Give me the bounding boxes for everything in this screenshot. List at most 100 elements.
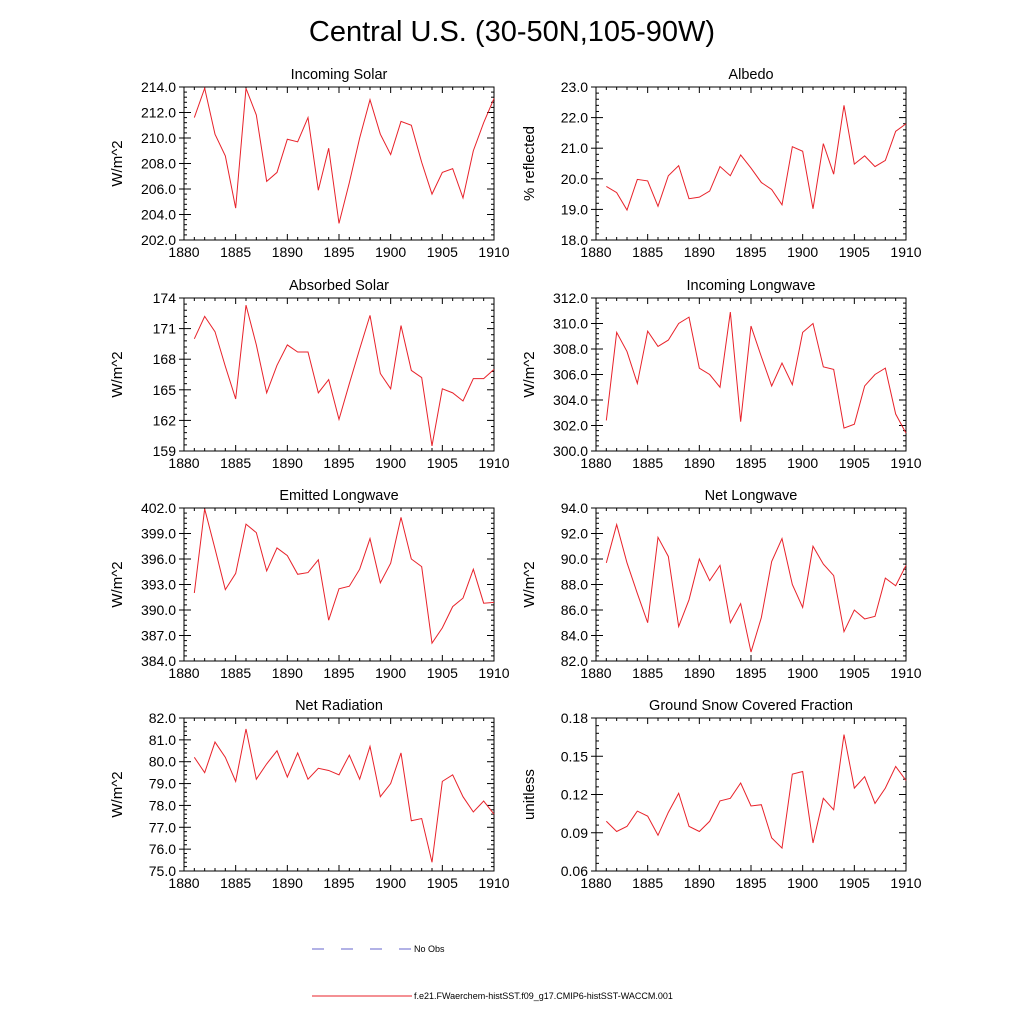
panel-4: Incoming Longwave W/m^2 1880 1885 1890 1895 19… xyxy=(521,278,922,471)
x-tick-label: 1890 xyxy=(684,455,715,471)
panel-title: Incoming Solar xyxy=(291,67,388,83)
x-tick-label: 1885 xyxy=(220,665,251,681)
chart-panels: Incoming Solar W/m^2 1880 1885 1890 1895 1900 1… xyxy=(109,67,922,891)
x-tick-label: 1895 xyxy=(735,875,766,891)
y-tick-label: 23.0 xyxy=(561,79,588,95)
y-tick-label: 162 xyxy=(153,412,177,428)
x-tick-label: 1885 xyxy=(632,244,663,260)
x-tick-label: 1880 xyxy=(168,665,199,681)
y-tick-label: 90.0 xyxy=(561,551,588,567)
y-tick-label: 84.0 xyxy=(561,628,588,644)
series-line xyxy=(605,522,907,653)
y-tick-label: 396.0 xyxy=(141,551,176,567)
x-tick-label: 1895 xyxy=(323,875,354,891)
plot-frame xyxy=(595,297,907,452)
panel-7: Net Radiation W/m^2 1880 1885 1890 1895 1900 19… xyxy=(109,698,510,891)
x-tick-label: 1895 xyxy=(323,244,354,260)
panel-title: Ground Snow Covered Fraction xyxy=(649,698,853,714)
x-tick-label: 1885 xyxy=(220,875,251,891)
y-tick-label: 204.0 xyxy=(141,207,176,223)
x-tick-label: 1910 xyxy=(890,244,921,260)
y-tick-label: 92.0 xyxy=(561,526,588,542)
panel-5: Emitted Longwave W/m^2 1880 1885 1890 1895 190… xyxy=(109,488,510,681)
x-tick-label: 1890 xyxy=(272,665,303,681)
y-tick-label: 212.0 xyxy=(141,105,176,121)
x-tick-label: 1900 xyxy=(787,244,818,260)
panel-8: Ground Snow Covered Fraction unitless 1880… xyxy=(521,698,922,891)
y-axis-label: W/m^2 xyxy=(109,561,126,607)
y-tick-label: 399.0 xyxy=(141,526,176,542)
y-tick-label: 312.0 xyxy=(553,290,588,306)
plot-frame xyxy=(595,507,907,662)
x-tick-label: 1890 xyxy=(272,455,303,471)
y-tick-label: 300.0 xyxy=(553,443,588,459)
y-tick-label: 82.0 xyxy=(149,710,176,726)
legend-label: f.e21.FWaerchem-histSST.f09_g17.CMIP6-hi… xyxy=(414,991,673,1001)
legend: No Obs f.e21.FWaerchem-histSST.f09_g17.CM… xyxy=(312,944,673,1001)
plot-frame xyxy=(183,297,495,452)
y-tick-label: 80.0 xyxy=(149,754,176,770)
y-tick-label: 393.0 xyxy=(141,577,176,593)
y-tick-label: 0.09 xyxy=(561,825,588,841)
y-tick-label: 174 xyxy=(153,290,177,306)
panel-2: Albedo % reflected 1880 1885 1890 1895 1900 190… xyxy=(521,67,922,260)
x-tick-label: 1895 xyxy=(735,455,766,471)
x-tick-label: 1910 xyxy=(890,875,921,891)
x-tick-label: 1905 xyxy=(427,244,458,260)
y-tick-label: 210.0 xyxy=(141,130,176,146)
x-tick-label: 1900 xyxy=(787,875,818,891)
y-tick-label: 76.0 xyxy=(149,841,176,857)
series-line xyxy=(193,508,495,645)
x-tick-label: 1890 xyxy=(684,875,715,891)
x-tick-label: 1910 xyxy=(478,665,509,681)
x-tick-label: 1910 xyxy=(890,455,921,471)
y-tick-label: 402.0 xyxy=(141,500,176,516)
y-axis-label: W/m^2 xyxy=(521,561,538,607)
y-tick-label: 390.0 xyxy=(141,602,176,618)
series-line xyxy=(193,728,495,863)
x-tick-label: 1905 xyxy=(839,665,870,681)
x-tick-label: 1900 xyxy=(375,875,406,891)
x-tick-label: 1890 xyxy=(684,244,715,260)
x-tick-label: 1905 xyxy=(427,875,458,891)
y-tick-label: 168 xyxy=(153,351,177,367)
x-tick-label: 1880 xyxy=(168,455,199,471)
y-tick-label: 75.0 xyxy=(149,863,176,879)
y-tick-label: 310.0 xyxy=(553,316,588,332)
y-tick-label: 20.0 xyxy=(561,171,588,187)
panel-1: Incoming Solar W/m^2 1880 1885 1890 1895 1900 1… xyxy=(109,67,510,260)
x-tick-label: 1890 xyxy=(272,875,303,891)
x-tick-label: 1895 xyxy=(323,665,354,681)
y-axis-label: W/m^2 xyxy=(109,351,126,397)
y-tick-label: 302.0 xyxy=(553,418,588,434)
x-tick-label: 1900 xyxy=(787,455,818,471)
y-tick-label: 306.0 xyxy=(553,367,588,383)
x-tick-label: 1895 xyxy=(323,455,354,471)
plot-frame xyxy=(183,86,495,241)
y-tick-label: 86.0 xyxy=(561,602,588,618)
y-tick-label: 165 xyxy=(153,382,177,398)
y-tick-label: 384.0 xyxy=(141,653,176,669)
y-axis-label: W/m^2 xyxy=(521,351,538,397)
panel-title: Incoming Longwave xyxy=(687,278,816,294)
plot-frame xyxy=(595,717,907,872)
x-tick-label: 1910 xyxy=(890,665,921,681)
y-axis-label: unitless xyxy=(521,769,538,820)
y-tick-label: 78.0 xyxy=(149,797,176,813)
series-line xyxy=(193,305,495,446)
x-tick-label: 1890 xyxy=(272,244,303,260)
panel-title: Albedo xyxy=(728,67,773,83)
x-tick-label: 1905 xyxy=(839,875,870,891)
x-tick-label: 1900 xyxy=(375,244,406,260)
plot-frame xyxy=(183,507,495,662)
y-tick-label: 21.0 xyxy=(561,140,588,156)
y-tick-label: 0.06 xyxy=(561,863,588,879)
series-line xyxy=(605,734,907,850)
y-tick-label: 0.18 xyxy=(561,710,588,726)
x-tick-label: 1885 xyxy=(632,455,663,471)
plot-frame xyxy=(183,717,495,872)
x-tick-label: 1880 xyxy=(580,455,611,471)
x-tick-label: 1910 xyxy=(478,455,509,471)
x-tick-label: 1905 xyxy=(427,455,458,471)
